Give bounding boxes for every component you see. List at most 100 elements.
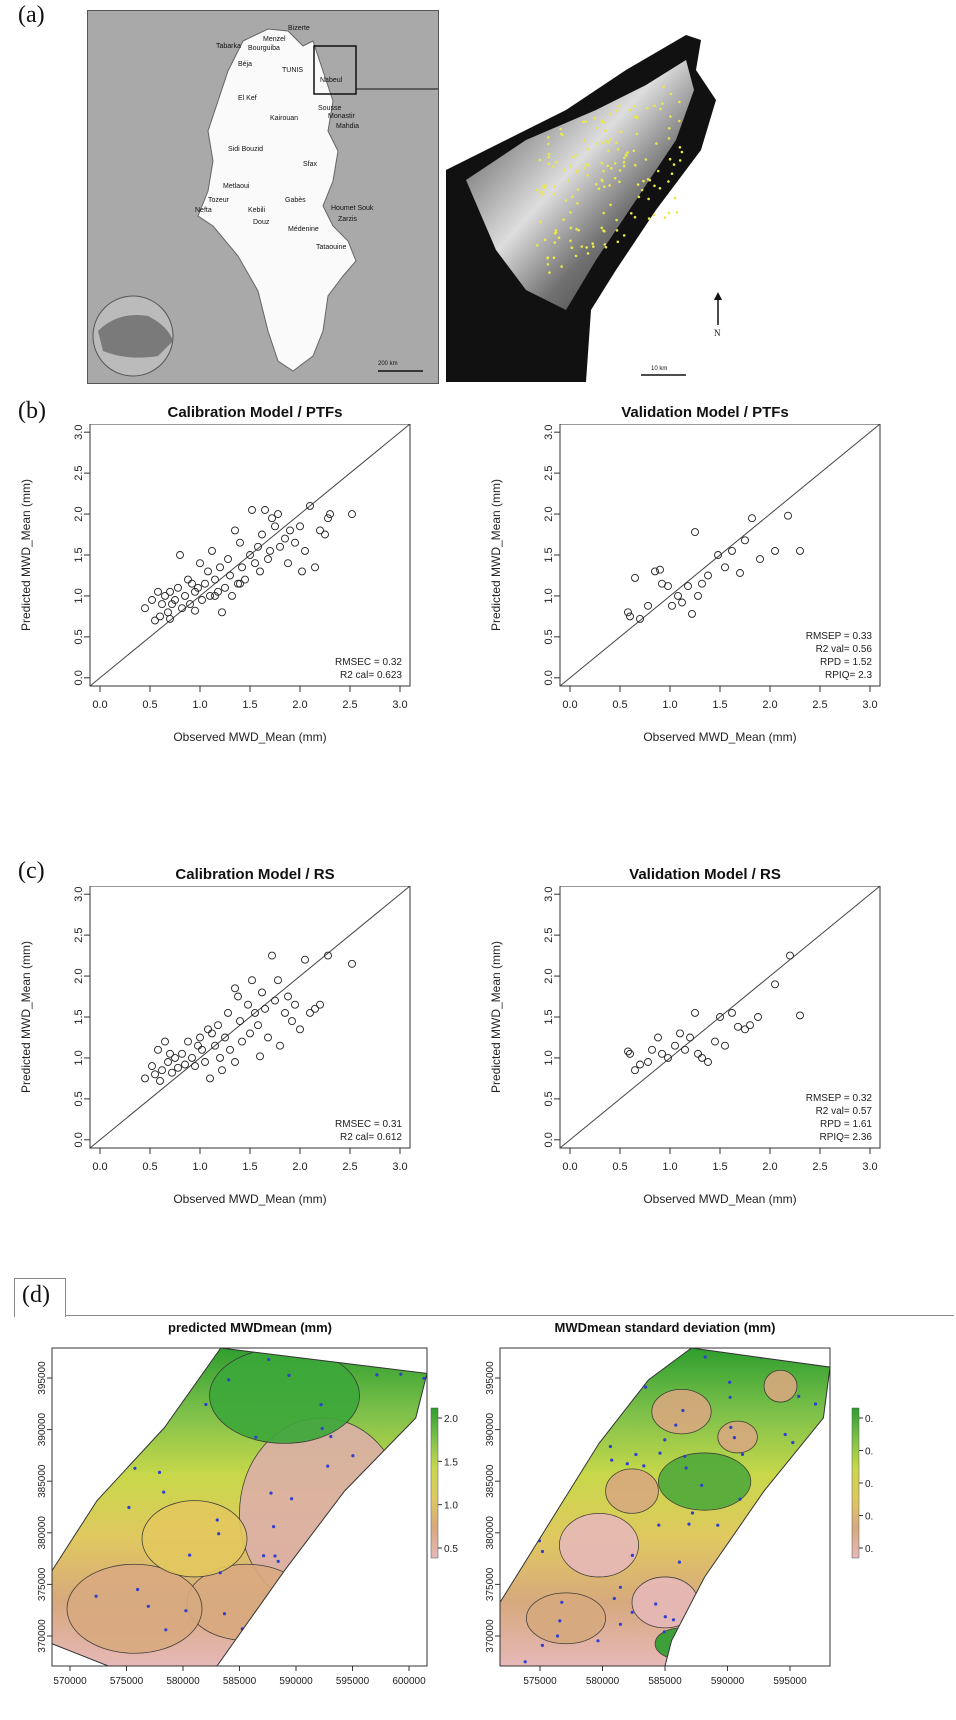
sample-point <box>635 132 639 136</box>
data-point <box>284 559 292 568</box>
observation-point <box>94 1594 98 1598</box>
sample-point <box>552 256 556 259</box>
sample-point <box>633 105 636 108</box>
observation-point <box>204 1402 208 1407</box>
data-point <box>244 1000 252 1009</box>
x-axis-label: Observed MWD_Mean (mm) <box>173 730 326 744</box>
observation-point <box>690 1511 695 1515</box>
data-point <box>274 976 282 985</box>
data-point <box>241 575 249 584</box>
sample-point <box>544 184 547 187</box>
colorbar-tick-label: 0. <box>865 1414 873 1425</box>
data-point <box>224 1008 232 1017</box>
sample-point <box>655 142 658 145</box>
observation-point <box>728 1380 732 1384</box>
data-point <box>786 951 794 960</box>
panel-label-a: (a) <box>18 2 45 28</box>
contour-region <box>209 1348 360 1444</box>
data-point <box>321 530 329 539</box>
data-point <box>214 1021 222 1030</box>
sample-point <box>543 238 547 241</box>
city-label: Sfax <box>303 161 318 168</box>
x-tick-label: 2.5 <box>812 699 827 711</box>
data-point <box>651 567 659 576</box>
sample-point <box>647 197 650 201</box>
sample-point <box>673 196 677 200</box>
x-tick-label: 575000 <box>110 1676 144 1687</box>
data-point <box>271 522 279 531</box>
sample-point <box>622 160 626 164</box>
sample-point <box>593 116 596 120</box>
y-tick-label: 0.0 <box>543 1132 555 1147</box>
data-point <box>348 510 356 519</box>
y-tick-label: 2.5 <box>543 927 555 942</box>
sample-point <box>600 226 604 230</box>
y-tick-label: 2.5 <box>73 927 85 942</box>
data-point <box>648 1045 656 1054</box>
sample-point <box>595 142 598 146</box>
data-point <box>231 984 239 993</box>
observation-point <box>184 1609 188 1613</box>
observation-point <box>684 1466 688 1470</box>
sample-point <box>642 179 645 183</box>
data-point <box>741 1025 749 1034</box>
sample-point <box>667 127 671 130</box>
data-point <box>631 573 639 582</box>
one-to-one-line <box>89 886 411 1149</box>
y-tick-label: 1.5 <box>73 547 85 562</box>
observation-point <box>399 1372 403 1376</box>
data-point <box>684 582 692 591</box>
sample-point <box>667 137 671 140</box>
sample-point <box>584 120 587 123</box>
data-point <box>728 1008 736 1017</box>
sample-point <box>609 203 612 207</box>
y-tick-label: 3.0 <box>543 425 555 440</box>
data-point <box>208 546 216 555</box>
mwd-sd-map: 575000 580000 585000 590000 595000 370000 3750… <box>485 1347 873 1687</box>
data-point <box>291 538 299 547</box>
observation-point <box>218 1571 222 1575</box>
y-tick-label: 0.5 <box>73 629 85 644</box>
y-tick-label: 2.0 <box>543 968 555 983</box>
observation-point <box>269 1491 273 1495</box>
sample-point <box>633 215 637 219</box>
sample-point <box>672 163 676 166</box>
sample-point <box>604 245 608 249</box>
stat-label: RMSEP = 0.33 <box>806 631 873 642</box>
sample-point <box>552 192 556 196</box>
sample-point <box>680 150 684 154</box>
observation-point <box>227 1378 231 1382</box>
data-point <box>676 1029 684 1038</box>
city-label: Kebili <box>248 207 266 214</box>
data-point <box>261 1004 269 1013</box>
stat-label: R2 cal= 0.623 <box>340 670 402 681</box>
contour-region <box>559 1512 639 1578</box>
sample-point <box>587 164 591 167</box>
observation-point <box>625 1462 629 1466</box>
data-point <box>261 506 269 514</box>
x-tick-label: 3.0 <box>862 1161 877 1173</box>
x-tick-label: 590000 <box>279 1676 313 1687</box>
study-area-box <box>313 45 357 95</box>
y-axis-label: Predicted MWD_Mean (mm) <box>19 479 33 631</box>
data-point <box>221 1033 229 1042</box>
observation-point <box>276 1559 280 1563</box>
data-point <box>734 1022 742 1031</box>
observation-point <box>164 1628 168 1632</box>
data-point <box>156 1076 164 1085</box>
city-label: TUNIS <box>282 67 303 74</box>
x-tick-label: 600000 <box>392 1676 426 1687</box>
data-point <box>296 522 304 531</box>
data-point <box>721 1041 729 1050</box>
stat-label: RPIQ= 2.3 <box>825 670 872 681</box>
city-label: Bizerte <box>288 25 310 32</box>
sample-point <box>609 138 613 141</box>
data-point <box>204 567 212 576</box>
data-point <box>694 591 702 600</box>
x-tick-label: 0.5 <box>142 1161 157 1173</box>
y-tick-label: 1.0 <box>73 588 85 603</box>
sample-point <box>602 229 605 232</box>
observation-point <box>657 1523 661 1527</box>
sample-point <box>560 132 563 136</box>
colorbar-tick-label: 0. <box>865 1479 873 1490</box>
